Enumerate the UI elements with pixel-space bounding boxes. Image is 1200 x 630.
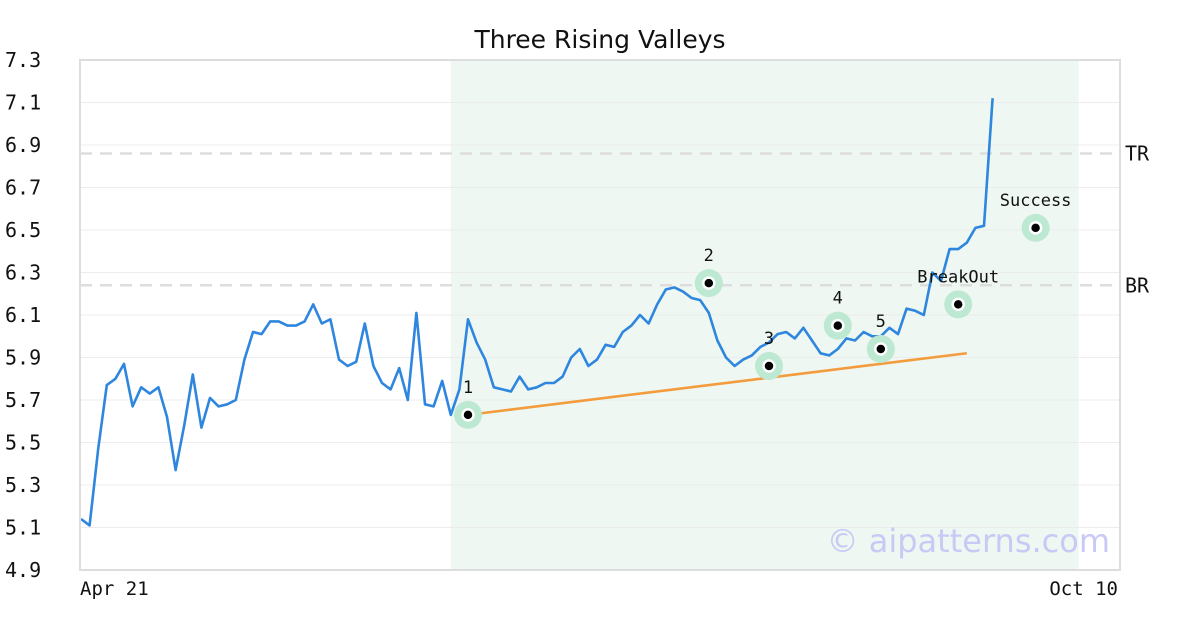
- point-marker: [461, 408, 475, 422]
- pattern-points: 1 2 3 4 5 BreakOut Success: [454, 191, 1071, 429]
- reference-label: TR: [1125, 142, 1150, 166]
- y-tick-label: 7.3: [5, 48, 41, 72]
- y-tick-label: 6.3: [5, 261, 41, 285]
- trendline: [467, 351, 967, 417]
- point-label: 2: [704, 246, 714, 266]
- y-tick-label: 6.1: [5, 303, 41, 327]
- y-tick-label: 6.7: [5, 176, 41, 200]
- grid-lines: [80, 59, 1120, 571]
- y-tick-label: 5.3: [5, 473, 41, 497]
- point-marker: [831, 318, 845, 333]
- plot-frame: [79, 59, 1121, 571]
- point-label: 4: [833, 289, 843, 309]
- point-marker: [1028, 221, 1043, 235]
- y-tick-label: 5.5: [5, 431, 41, 455]
- point-marker: [702, 276, 716, 290]
- chart-title: Three Rising Valleys: [473, 25, 725, 54]
- y-axis-ticks: 4.9 5.1 5.3 5.5 5.7 5.9 6.1 6.3 6.5 6.7 6.9 7.1 7.3: [5, 48, 41, 582]
- x-tick-label: Apr 21: [80, 578, 149, 600]
- y-tick-label: 5.9: [5, 346, 41, 370]
- point-marker: [762, 359, 776, 373]
- point-label: 1: [463, 378, 473, 398]
- point-label: Success: [1000, 191, 1072, 211]
- point-label: 3: [764, 329, 774, 349]
- y-tick-label: 7.1: [5, 91, 41, 115]
- reference-lines: [80, 152, 1120, 287]
- x-tick-label: Oct 10: [1049, 578, 1118, 600]
- y-tick-label: 5.7: [5, 388, 41, 412]
- y-tick-label: 6.5: [5, 218, 41, 242]
- y-tick-label: 4.9: [5, 558, 41, 582]
- point-label: 5: [876, 312, 886, 332]
- y-tick-label: 5.1: [5, 516, 41, 540]
- reference-label: BR: [1125, 273, 1150, 297]
- point-marker: [874, 342, 888, 356]
- point-marker: [951, 297, 965, 312]
- x-axis-ticks: Apr 21 Oct 10: [80, 578, 1118, 600]
- watermark: © aipatterns.com: [827, 522, 1110, 560]
- price-line: [80, 98, 994, 527]
- y-tick-label: 6.9: [5, 133, 41, 157]
- point-label: BreakOut: [917, 267, 999, 287]
